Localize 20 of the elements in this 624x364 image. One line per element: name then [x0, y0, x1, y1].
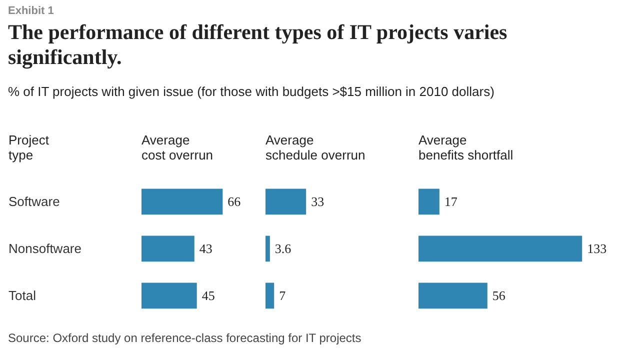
x-axis-title: Average schedule overrun — [266, 132, 366, 162]
y-tick-label: Total — [8, 288, 36, 304]
x-axis-title: Average benefits shortfall — [418, 132, 514, 162]
data-label: 133 — [587, 241, 607, 256]
x-axis-title: Average cost overrun — [142, 132, 214, 162]
chart-title: The performance of different types of IT projects varies significantly. — [8, 20, 508, 70]
y-axis-title: Project type — [8, 132, 50, 162]
data-label: 56 — [492, 288, 506, 304]
data-label: 45 — [202, 288, 215, 304]
y-tick-label: Nonsoftware — [8, 241, 82, 256]
data-label: 7 — [279, 288, 286, 304]
y-tick-label: Software — [8, 194, 60, 210]
text: Exhibit 1 — [8, 5, 55, 17]
source-note: Source: Oxford study on reference-class forecasting for IT projects — [8, 331, 362, 345]
data-label: 66 — [228, 194, 242, 210]
data-label: 17 — [444, 194, 458, 210]
data-label: 33 — [311, 194, 324, 210]
text: % of IT projects with given issue (for those with budgets >$15 million in 2010 dollars) — [8, 84, 496, 99]
data-label: 43 — [199, 241, 212, 256]
data-label: 3.6 — [274, 241, 292, 256]
